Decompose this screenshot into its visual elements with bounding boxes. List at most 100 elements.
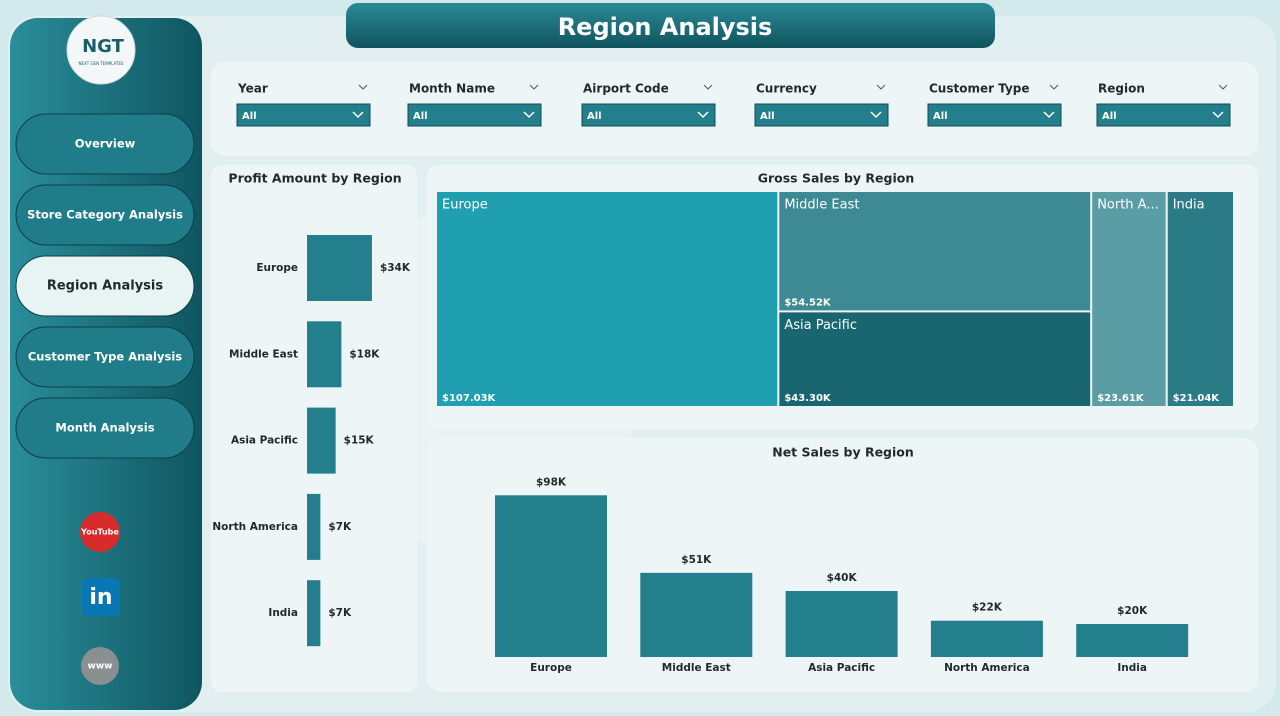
filter-label: Customer Type — [929, 82, 1030, 96]
category-label: Europe — [530, 662, 572, 674]
filter-value: All — [413, 111, 428, 122]
chevron — [529, 84, 539, 90]
filter-label: Month Name — [409, 82, 495, 96]
tile-label: Asia Pacific — [784, 318, 857, 333]
tile-value: $23.61K — [1097, 393, 1145, 404]
category-label: Middle East — [229, 348, 298, 360]
value-label: $22K — [972, 602, 1003, 614]
chart-title: Gross Sales by Region — [758, 171, 915, 186]
nav-label: Region Analysis — [47, 279, 164, 294]
bar — [307, 580, 321, 647]
filter-dropdown[interactable] — [927, 103, 1062, 127]
chevron — [352, 111, 364, 119]
treemap-tile — [437, 192, 778, 406]
category-label: India — [1117, 662, 1147, 674]
category-label: Asia Pacific — [231, 435, 298, 447]
tile-value: $43.30K — [784, 393, 832, 404]
logo-subtitle: NEXT GEN TEMPLATES — [79, 61, 124, 66]
bar — [785, 591, 898, 657]
filter-value: All — [933, 111, 948, 122]
category-label: Asia Pacific — [808, 662, 875, 674]
web-icon[interactable] — [81, 647, 119, 685]
web-text: www — [88, 662, 113, 672]
nav-button[interactable] — [15, 113, 195, 175]
filter-label: Currency — [756, 82, 817, 96]
chevron — [703, 84, 713, 90]
chevron — [876, 84, 886, 90]
tile-label: India — [1173, 198, 1205, 213]
logo — [66, 15, 136, 85]
value-label: $15K — [344, 435, 375, 447]
bar — [307, 407, 336, 474]
category-label: North America — [212, 521, 298, 533]
value-label: $51K — [681, 554, 712, 566]
bar — [930, 620, 1043, 657]
nav-button[interactable] — [15, 397, 195, 459]
title-banner — [346, 3, 995, 48]
linkedin-icon[interactable] — [82, 578, 120, 616]
treemap-tile — [779, 312, 1091, 406]
chevron — [870, 111, 882, 119]
chart-title: Net Sales by Region — [772, 445, 914, 460]
category-label: North America — [944, 662, 1030, 674]
page-title: Region Analysis — [558, 13, 773, 41]
tile-value: $21.04K — [1173, 393, 1221, 404]
nav-label: Overview — [75, 137, 136, 151]
filter-value: All — [587, 111, 602, 122]
filter-dropdown[interactable] — [236, 103, 371, 127]
treemap-tile — [1092, 192, 1166, 406]
bar — [307, 235, 372, 301]
chevron — [697, 111, 709, 119]
treemap-tile — [1167, 192, 1233, 406]
nav-button[interactable] — [15, 255, 195, 317]
nav-label: Store Category Analysis — [27, 208, 183, 222]
bar — [307, 493, 321, 560]
linkedin-text: in — [89, 585, 112, 610]
bar — [495, 495, 607, 657]
tile-value: $107.03K — [442, 393, 497, 404]
nav-label: Customer Type Analysis — [28, 350, 182, 364]
nav-label: Month Analysis — [55, 421, 154, 435]
filter-value: All — [760, 111, 775, 122]
chevron — [1049, 84, 1059, 90]
chart-title: Profit Amount by Region — [228, 171, 401, 186]
filter-dropdown[interactable] — [407, 103, 542, 127]
value-label: $40K — [827, 572, 858, 584]
category-label: Middle East — [662, 662, 731, 674]
filter-dropdown[interactable] — [754, 103, 889, 127]
chevron — [358, 84, 368, 90]
nav-button[interactable] — [15, 326, 195, 388]
chevron — [523, 111, 535, 119]
category-label: Europe — [256, 262, 298, 274]
value-label: $18K — [349, 348, 380, 360]
treemap-tile — [779, 192, 1091, 311]
bar — [1076, 624, 1189, 657]
value-label: $98K — [536, 476, 567, 488]
tile-label: Middle East — [784, 198, 859, 213]
filter-value: All — [242, 111, 257, 122]
nav-button[interactable] — [15, 184, 195, 246]
chevron — [1218, 84, 1228, 90]
bar — [307, 321, 342, 388]
value-label: $34K — [380, 262, 411, 274]
category-label: India — [268, 607, 298, 619]
youtube-icon[interactable] — [80, 512, 120, 552]
tile-value: $54.52K — [784, 297, 832, 308]
filter-dropdown[interactable] — [581, 103, 716, 127]
tile-label: North A... — [1097, 198, 1159, 213]
youtube-text: YouTube — [80, 528, 119, 537]
value-label: $7K — [328, 607, 352, 619]
chevron — [1212, 111, 1224, 119]
tile-label: Europe — [442, 198, 488, 213]
net-panel — [427, 438, 1258, 692]
filter-label: Year — [237, 82, 268, 96]
filter-value: All — [1102, 111, 1117, 122]
bar — [640, 572, 753, 657]
value-label: $7K — [328, 521, 352, 533]
filter-label: Airport Code — [583, 82, 669, 96]
filter-dropdown[interactable] — [1096, 103, 1231, 127]
chevron — [1043, 111, 1055, 119]
filter-label: Region — [1098, 82, 1145, 96]
logo-text: NGT — [82, 36, 125, 57]
